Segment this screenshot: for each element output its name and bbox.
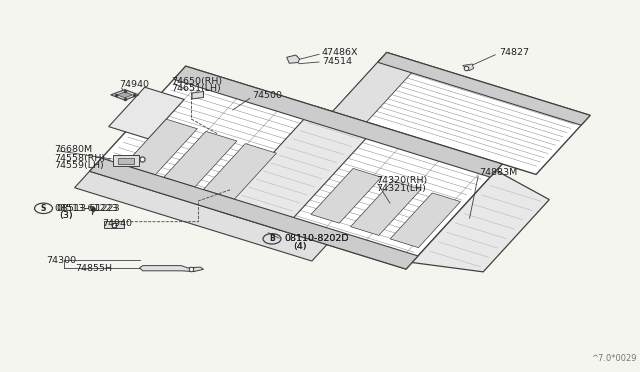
- Polygon shape: [173, 66, 502, 177]
- Polygon shape: [204, 144, 276, 199]
- Polygon shape: [74, 171, 327, 261]
- Text: 47486X: 47486X: [322, 48, 358, 57]
- Text: (3): (3): [59, 211, 72, 219]
- Text: 74883M: 74883M: [479, 168, 517, 177]
- Text: 08110-8202D: 08110-8202D: [284, 234, 349, 243]
- Text: 08513-61223: 08513-61223: [54, 204, 118, 213]
- FancyBboxPatch shape: [118, 158, 134, 164]
- Text: 74500: 74500: [252, 92, 282, 100]
- Text: B: B: [269, 234, 275, 243]
- Polygon shape: [90, 66, 502, 269]
- FancyBboxPatch shape: [104, 221, 124, 228]
- Polygon shape: [333, 52, 590, 174]
- Polygon shape: [164, 131, 237, 187]
- Polygon shape: [463, 64, 474, 71]
- Text: 74855H: 74855H: [76, 264, 113, 273]
- Polygon shape: [109, 87, 184, 139]
- Text: 74940: 74940: [120, 80, 150, 89]
- Polygon shape: [378, 52, 590, 125]
- Text: ^7.0*0029: ^7.0*0029: [591, 354, 637, 363]
- Text: 74940: 74940: [102, 219, 132, 228]
- Text: 74558(RH): 74558(RH): [54, 154, 106, 163]
- Text: 74320(RH): 74320(RH): [376, 176, 428, 185]
- Text: 74827: 74827: [499, 48, 529, 57]
- Text: 76680M: 76680M: [54, 145, 93, 154]
- Text: 74650(RH): 74650(RH): [172, 77, 223, 86]
- Polygon shape: [124, 119, 197, 175]
- Text: 74514: 74514: [322, 57, 352, 65]
- Text: 74651(LH): 74651(LH): [172, 84, 221, 93]
- Text: 74300: 74300: [46, 256, 76, 265]
- Text: 08110-8202D: 08110-8202D: [284, 234, 349, 243]
- Text: (4): (4): [293, 242, 307, 251]
- Polygon shape: [287, 55, 300, 63]
- Polygon shape: [390, 193, 460, 248]
- Text: 08513-61223: 08513-61223: [56, 204, 120, 213]
- Polygon shape: [111, 90, 139, 100]
- Polygon shape: [90, 158, 418, 269]
- Polygon shape: [333, 52, 420, 122]
- Text: (4): (4): [293, 242, 307, 251]
- Polygon shape: [412, 170, 549, 272]
- Polygon shape: [220, 106, 378, 231]
- Text: (3): (3): [59, 211, 72, 219]
- Text: 74559(LH): 74559(LH): [54, 161, 104, 170]
- Polygon shape: [351, 181, 421, 235]
- Text: 74321(LH): 74321(LH): [376, 184, 426, 193]
- Text: S: S: [41, 204, 46, 213]
- Polygon shape: [140, 266, 204, 272]
- Polygon shape: [311, 169, 381, 223]
- Polygon shape: [192, 92, 204, 99]
- Polygon shape: [117, 92, 132, 98]
- FancyBboxPatch shape: [113, 155, 139, 166]
